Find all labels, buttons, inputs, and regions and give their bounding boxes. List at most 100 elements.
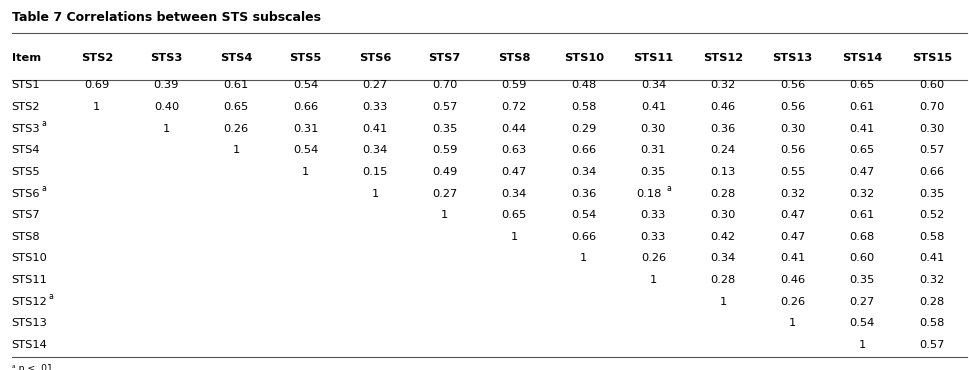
Text: STS13: STS13 — [12, 318, 47, 328]
Text: 0.27: 0.27 — [362, 80, 388, 90]
Text: 0.34: 0.34 — [710, 253, 735, 263]
Text: 0.65: 0.65 — [223, 102, 249, 112]
Text: 0.24: 0.24 — [710, 145, 735, 155]
Text: STS12: STS12 — [12, 297, 47, 307]
Text: 0.18: 0.18 — [636, 189, 661, 199]
Text: 1: 1 — [441, 210, 449, 220]
Text: 1: 1 — [580, 253, 587, 263]
Text: 0.57: 0.57 — [919, 145, 945, 155]
Text: 0.32: 0.32 — [780, 189, 805, 199]
Text: 0.26: 0.26 — [224, 124, 248, 134]
Text: 1: 1 — [789, 318, 797, 328]
Text: 0.63: 0.63 — [502, 145, 527, 155]
Text: 0.46: 0.46 — [710, 102, 735, 112]
Text: 1: 1 — [371, 189, 379, 199]
Text: STS11: STS11 — [12, 275, 47, 285]
Text: 0.47: 0.47 — [780, 232, 805, 242]
Text: a: a — [42, 184, 47, 193]
Text: 0.54: 0.54 — [293, 80, 318, 90]
Text: STS12: STS12 — [703, 53, 743, 63]
Text: a: a — [667, 184, 672, 193]
Text: 0.59: 0.59 — [432, 145, 457, 155]
Text: 0.41: 0.41 — [919, 253, 945, 263]
Text: 0.66: 0.66 — [920, 167, 944, 177]
Text: 0.58: 0.58 — [919, 232, 945, 242]
Text: 0.33: 0.33 — [641, 210, 666, 220]
Text: 0.28: 0.28 — [710, 275, 735, 285]
Text: STS5: STS5 — [12, 167, 41, 177]
Text: 0.30: 0.30 — [641, 124, 666, 134]
Text: 1: 1 — [719, 297, 727, 307]
Text: STS14: STS14 — [842, 53, 882, 63]
Text: 0.34: 0.34 — [502, 189, 527, 199]
Text: 1: 1 — [511, 232, 517, 242]
Text: 0.40: 0.40 — [154, 102, 179, 112]
Text: Item: Item — [12, 53, 41, 63]
Text: 0.61: 0.61 — [850, 210, 875, 220]
Text: STS15: STS15 — [912, 53, 952, 63]
Text: 0.68: 0.68 — [850, 232, 875, 242]
Text: 0.35: 0.35 — [850, 275, 875, 285]
Text: 0.57: 0.57 — [432, 102, 457, 112]
Text: 0.59: 0.59 — [502, 80, 527, 90]
Text: 0.56: 0.56 — [780, 102, 805, 112]
Text: 0.66: 0.66 — [293, 102, 318, 112]
Text: 0.30: 0.30 — [780, 124, 805, 134]
Text: 0.32: 0.32 — [710, 80, 735, 90]
Text: 0.28: 0.28 — [919, 297, 945, 307]
Text: 0.34: 0.34 — [571, 167, 597, 177]
Text: 1: 1 — [650, 275, 657, 285]
Text: STS14: STS14 — [12, 340, 47, 350]
Text: 0.26: 0.26 — [641, 253, 666, 263]
Text: 0.26: 0.26 — [780, 297, 805, 307]
Text: 1: 1 — [93, 102, 101, 112]
Text: 0.61: 0.61 — [223, 80, 249, 90]
Text: 0.65: 0.65 — [502, 210, 527, 220]
Text: 0.58: 0.58 — [571, 102, 597, 112]
Text: 0.60: 0.60 — [919, 80, 945, 90]
Text: 0.47: 0.47 — [850, 167, 875, 177]
Text: STS7: STS7 — [428, 53, 461, 63]
Text: 0.31: 0.31 — [293, 124, 318, 134]
Text: 0.57: 0.57 — [919, 340, 945, 350]
Text: 0.34: 0.34 — [362, 145, 388, 155]
Text: 1: 1 — [233, 145, 239, 155]
Text: STS4: STS4 — [12, 145, 40, 155]
Text: STS8: STS8 — [12, 232, 41, 242]
Text: 0.28: 0.28 — [710, 189, 735, 199]
Text: 1: 1 — [859, 340, 865, 350]
Text: 0.61: 0.61 — [850, 102, 875, 112]
Text: 0.65: 0.65 — [850, 145, 875, 155]
Text: STS4: STS4 — [220, 53, 252, 63]
Text: 0.41: 0.41 — [780, 253, 805, 263]
Text: STS13: STS13 — [772, 53, 813, 63]
Text: 0.41: 0.41 — [362, 124, 388, 134]
Text: 0.33: 0.33 — [362, 102, 388, 112]
Text: STS6: STS6 — [359, 53, 391, 63]
Text: 0.33: 0.33 — [641, 232, 666, 242]
Text: 0.39: 0.39 — [154, 80, 179, 90]
Text: 0.47: 0.47 — [780, 210, 805, 220]
Text: 0.49: 0.49 — [432, 167, 457, 177]
Text: STS7: STS7 — [12, 210, 41, 220]
Text: 0.41: 0.41 — [641, 102, 666, 112]
Text: STS5: STS5 — [290, 53, 322, 63]
Text: 0.70: 0.70 — [919, 102, 945, 112]
Text: 0.48: 0.48 — [571, 80, 597, 90]
Text: STS6: STS6 — [12, 189, 40, 199]
Text: 0.34: 0.34 — [641, 80, 666, 90]
Text: 0.15: 0.15 — [362, 167, 388, 177]
Text: 0.52: 0.52 — [919, 210, 945, 220]
Text: STS11: STS11 — [634, 53, 673, 63]
Text: 0.55: 0.55 — [780, 167, 805, 177]
Text: 0.32: 0.32 — [850, 189, 875, 199]
Text: STS1: STS1 — [12, 80, 41, 90]
Text: STS3: STS3 — [12, 124, 41, 134]
Text: STS2: STS2 — [12, 102, 40, 112]
Text: 0.27: 0.27 — [432, 189, 457, 199]
Text: 0.56: 0.56 — [780, 80, 805, 90]
Text: 0.69: 0.69 — [84, 80, 109, 90]
Text: STS3: STS3 — [150, 53, 182, 63]
Text: 0.35: 0.35 — [641, 167, 666, 177]
Text: 1: 1 — [302, 167, 309, 177]
